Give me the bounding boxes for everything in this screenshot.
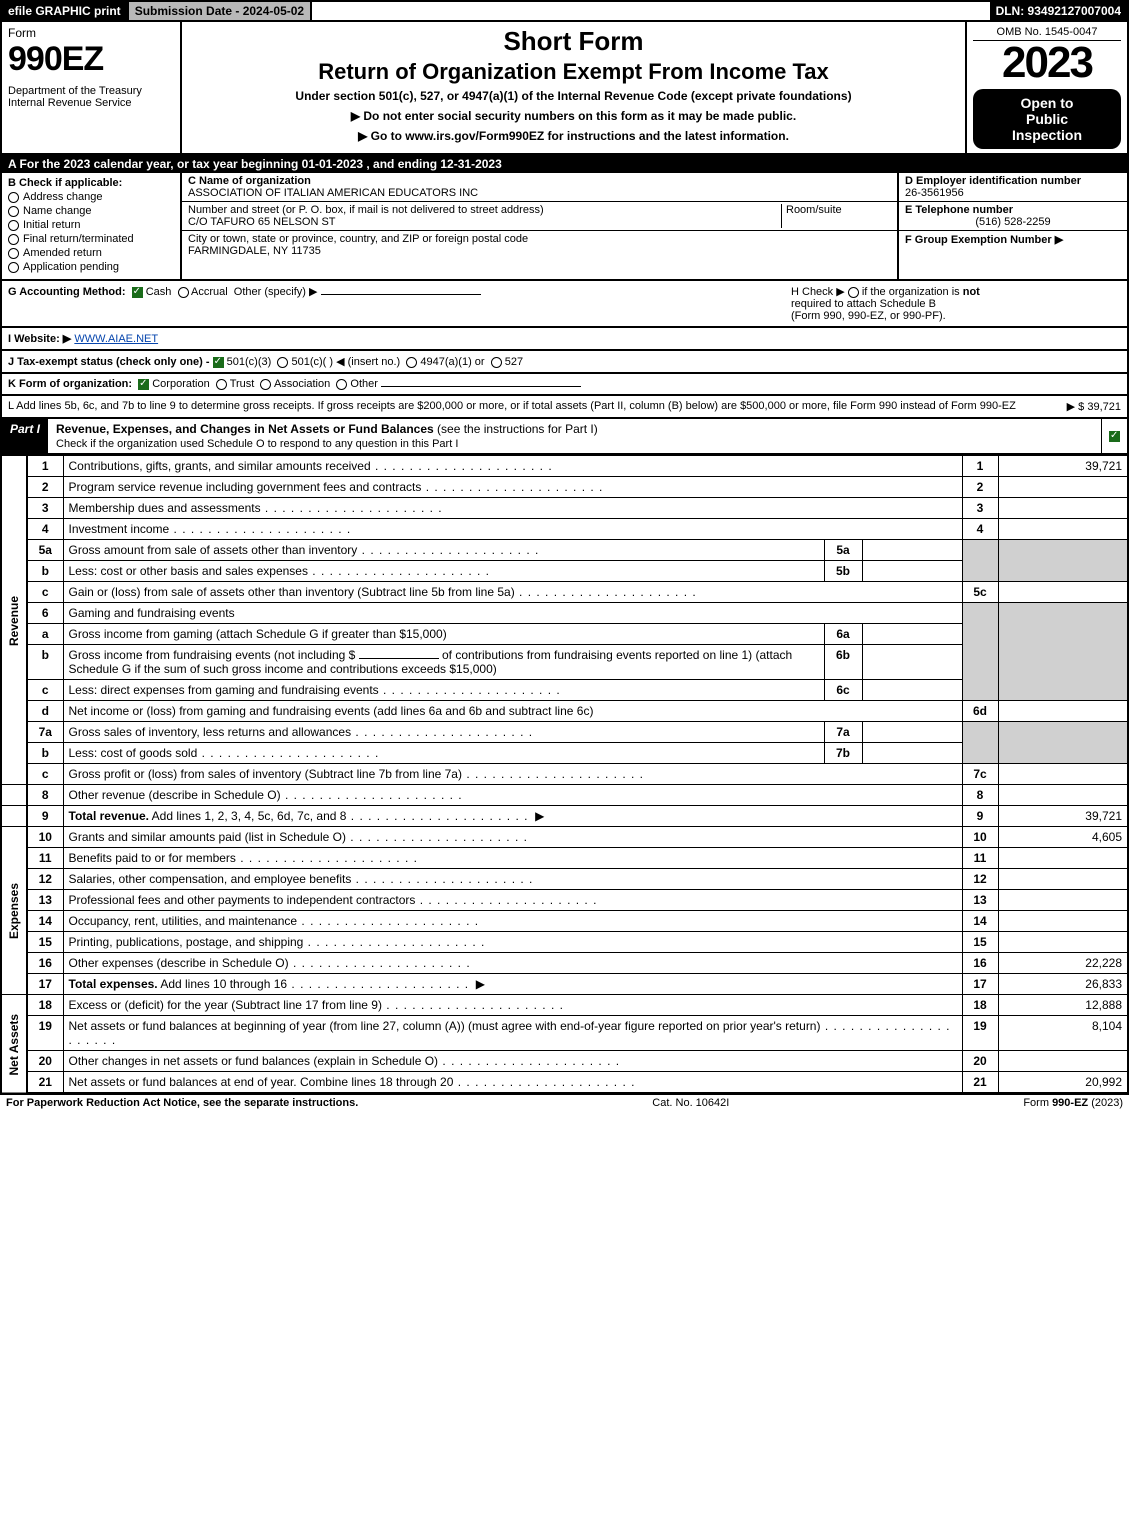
l-text: L Add lines 5b, 6c, and 7b to line 9 to … <box>8 400 1016 413</box>
amt-19: 8,104 <box>998 1016 1128 1051</box>
chk-h[interactable] <box>848 287 859 298</box>
amt-18: 12,888 <box>998 995 1128 1016</box>
footer-left: For Paperwork Reduction Act Notice, see … <box>6 1097 358 1109</box>
column-b: B Check if applicable: Address change Na… <box>2 173 182 279</box>
tax-year: 2023 <box>973 41 1121 85</box>
line-a: A For the 2023 calendar year, or tax yea… <box>0 155 1129 173</box>
part-1-header: Part I Revenue, Expenses, and Changes in… <box>0 419 1129 455</box>
chk-name-change[interactable] <box>8 206 19 217</box>
chk-501c[interactable] <box>277 357 288 368</box>
j-label: J Tax-exempt status (check only one) - <box>8 356 210 368</box>
column-d-e-f: D Employer identification number 26-3561… <box>897 173 1127 279</box>
open-to-public-badge: Open to Public Inspection <box>973 89 1121 149</box>
chk-schedule-o[interactable] <box>1109 431 1120 442</box>
c-street-label: Number and street (or P. O. box, if mail… <box>188 204 544 216</box>
phone-value: (516) 528-2259 <box>905 216 1121 228</box>
lines-table: Revenue 1 Contributions, gifts, grants, … <box>0 455 1129 1094</box>
form-header: Form 990EZ Department of the Treasury In… <box>0 22 1129 155</box>
org-street: C/O TAFURO 65 NELSON ST <box>188 216 336 228</box>
row-k: K Form of organization: Corporation Trus… <box>0 374 1129 396</box>
row-j: J Tax-exempt status (check only one) - 5… <box>0 351 1129 374</box>
amt-21: 20,992 <box>998 1072 1128 1094</box>
title-return: Return of Organization Exempt From Incom… <box>188 59 959 85</box>
room-suite-label: Room/suite <box>786 204 842 216</box>
dept-2: Internal Revenue Service <box>8 97 174 109</box>
chk-other-org[interactable] <box>336 379 347 390</box>
d-label: D Employer identification number <box>905 175 1121 187</box>
part-1-label: Part I <box>2 419 48 453</box>
side-net-assets: Net Assets <box>1 995 27 1094</box>
form-number: 990EZ <box>8 40 174 79</box>
efile-print-label[interactable]: efile GRAPHIC print <box>2 2 127 20</box>
chk-cash[interactable] <box>132 287 143 298</box>
part-1-title2: (see the instructions for Part I) <box>437 422 598 436</box>
chk-corporation[interactable] <box>138 379 149 390</box>
footer-form: Form 990-EZ (2023) <box>1023 1097 1123 1109</box>
instr-ssn: ▶ Do not enter social security numbers o… <box>188 109 959 123</box>
submission-date: Submission Date - 2024-05-02 <box>127 2 312 20</box>
chk-address-change[interactable] <box>8 192 19 203</box>
footer-cat: Cat. No. 10642I <box>652 1097 729 1109</box>
g-label: G Accounting Method: <box>8 286 126 298</box>
side-expenses: Expenses <box>1 827 27 995</box>
org-city: FARMINGDALE, NY 11735 <box>188 245 321 257</box>
form-word: Form <box>8 26 174 40</box>
dln-label: DLN: 93492127007004 <box>990 2 1127 20</box>
b-header: B Check if applicable: <box>8 177 174 189</box>
h-label: H Check ▶ <box>791 286 845 298</box>
title-short-form: Short Form <box>188 26 959 57</box>
column-c: C Name of organization ASSOCIATION OF IT… <box>182 173 897 279</box>
subtitle-501: Under section 501(c), 527, or 4947(a)(1)… <box>188 89 959 103</box>
section-b-c-d-e: B Check if applicable: Address change Na… <box>0 173 1129 281</box>
row-l: L Add lines 5b, 6c, and 7b to line 9 to … <box>0 396 1129 419</box>
chk-accrual[interactable] <box>178 287 189 298</box>
row-g-h: G Accounting Method: Cash Accrual Other … <box>0 281 1129 328</box>
footer: For Paperwork Reduction Act Notice, see … <box>0 1094 1129 1111</box>
dept-1: Department of the Treasury <box>8 85 174 97</box>
amt-16: 22,228 <box>998 953 1128 974</box>
org-name: ASSOCIATION OF ITALIAN AMERICAN EDUCATOR… <box>188 187 478 199</box>
chk-application-pending[interactable] <box>8 262 19 273</box>
chk-initial-return[interactable] <box>8 220 19 231</box>
amt-9: 39,721 <box>998 806 1128 827</box>
f-label: F Group Exemption Number ▶ <box>905 234 1063 246</box>
part-1-sub: Check if the organization used Schedule … <box>56 438 458 450</box>
amt-17: 26,833 <box>998 974 1128 995</box>
amt-10: 4,605 <box>998 827 1128 848</box>
row-i: I Website: ▶ WWW.AIAE.NET <box>0 328 1129 351</box>
i-label: I Website: ▶ <box>8 333 71 345</box>
chk-association[interactable] <box>260 379 271 390</box>
chk-trust[interactable] <box>216 379 227 390</box>
c-name-label: C Name of organization <box>188 175 311 187</box>
chk-527[interactable] <box>491 357 502 368</box>
top-bar: efile GRAPHIC print Submission Date - 20… <box>0 0 1129 22</box>
k-label: K Form of organization: <box>8 378 132 390</box>
chk-amended-return[interactable] <box>8 248 19 259</box>
l-amount: ▶ $ 39,721 <box>1067 400 1121 413</box>
side-revenue: Revenue <box>1 456 27 785</box>
chk-501c3[interactable] <box>213 357 224 368</box>
chk-final-return[interactable] <box>8 234 19 245</box>
part-1-title: Revenue, Expenses, and Changes in Net As… <box>56 422 434 436</box>
amt-1: 39,721 <box>998 456 1128 477</box>
e-label: E Telephone number <box>905 204 1121 216</box>
instr-goto: ▶ Go to www.irs.gov/Form990EZ for instru… <box>188 129 959 143</box>
chk-4947[interactable] <box>406 357 417 368</box>
ein-value: 26-3561956 <box>905 187 1121 199</box>
website-link[interactable]: WWW.AIAE.NET <box>74 333 158 345</box>
c-city-label: City or town, state or province, country… <box>188 233 528 245</box>
